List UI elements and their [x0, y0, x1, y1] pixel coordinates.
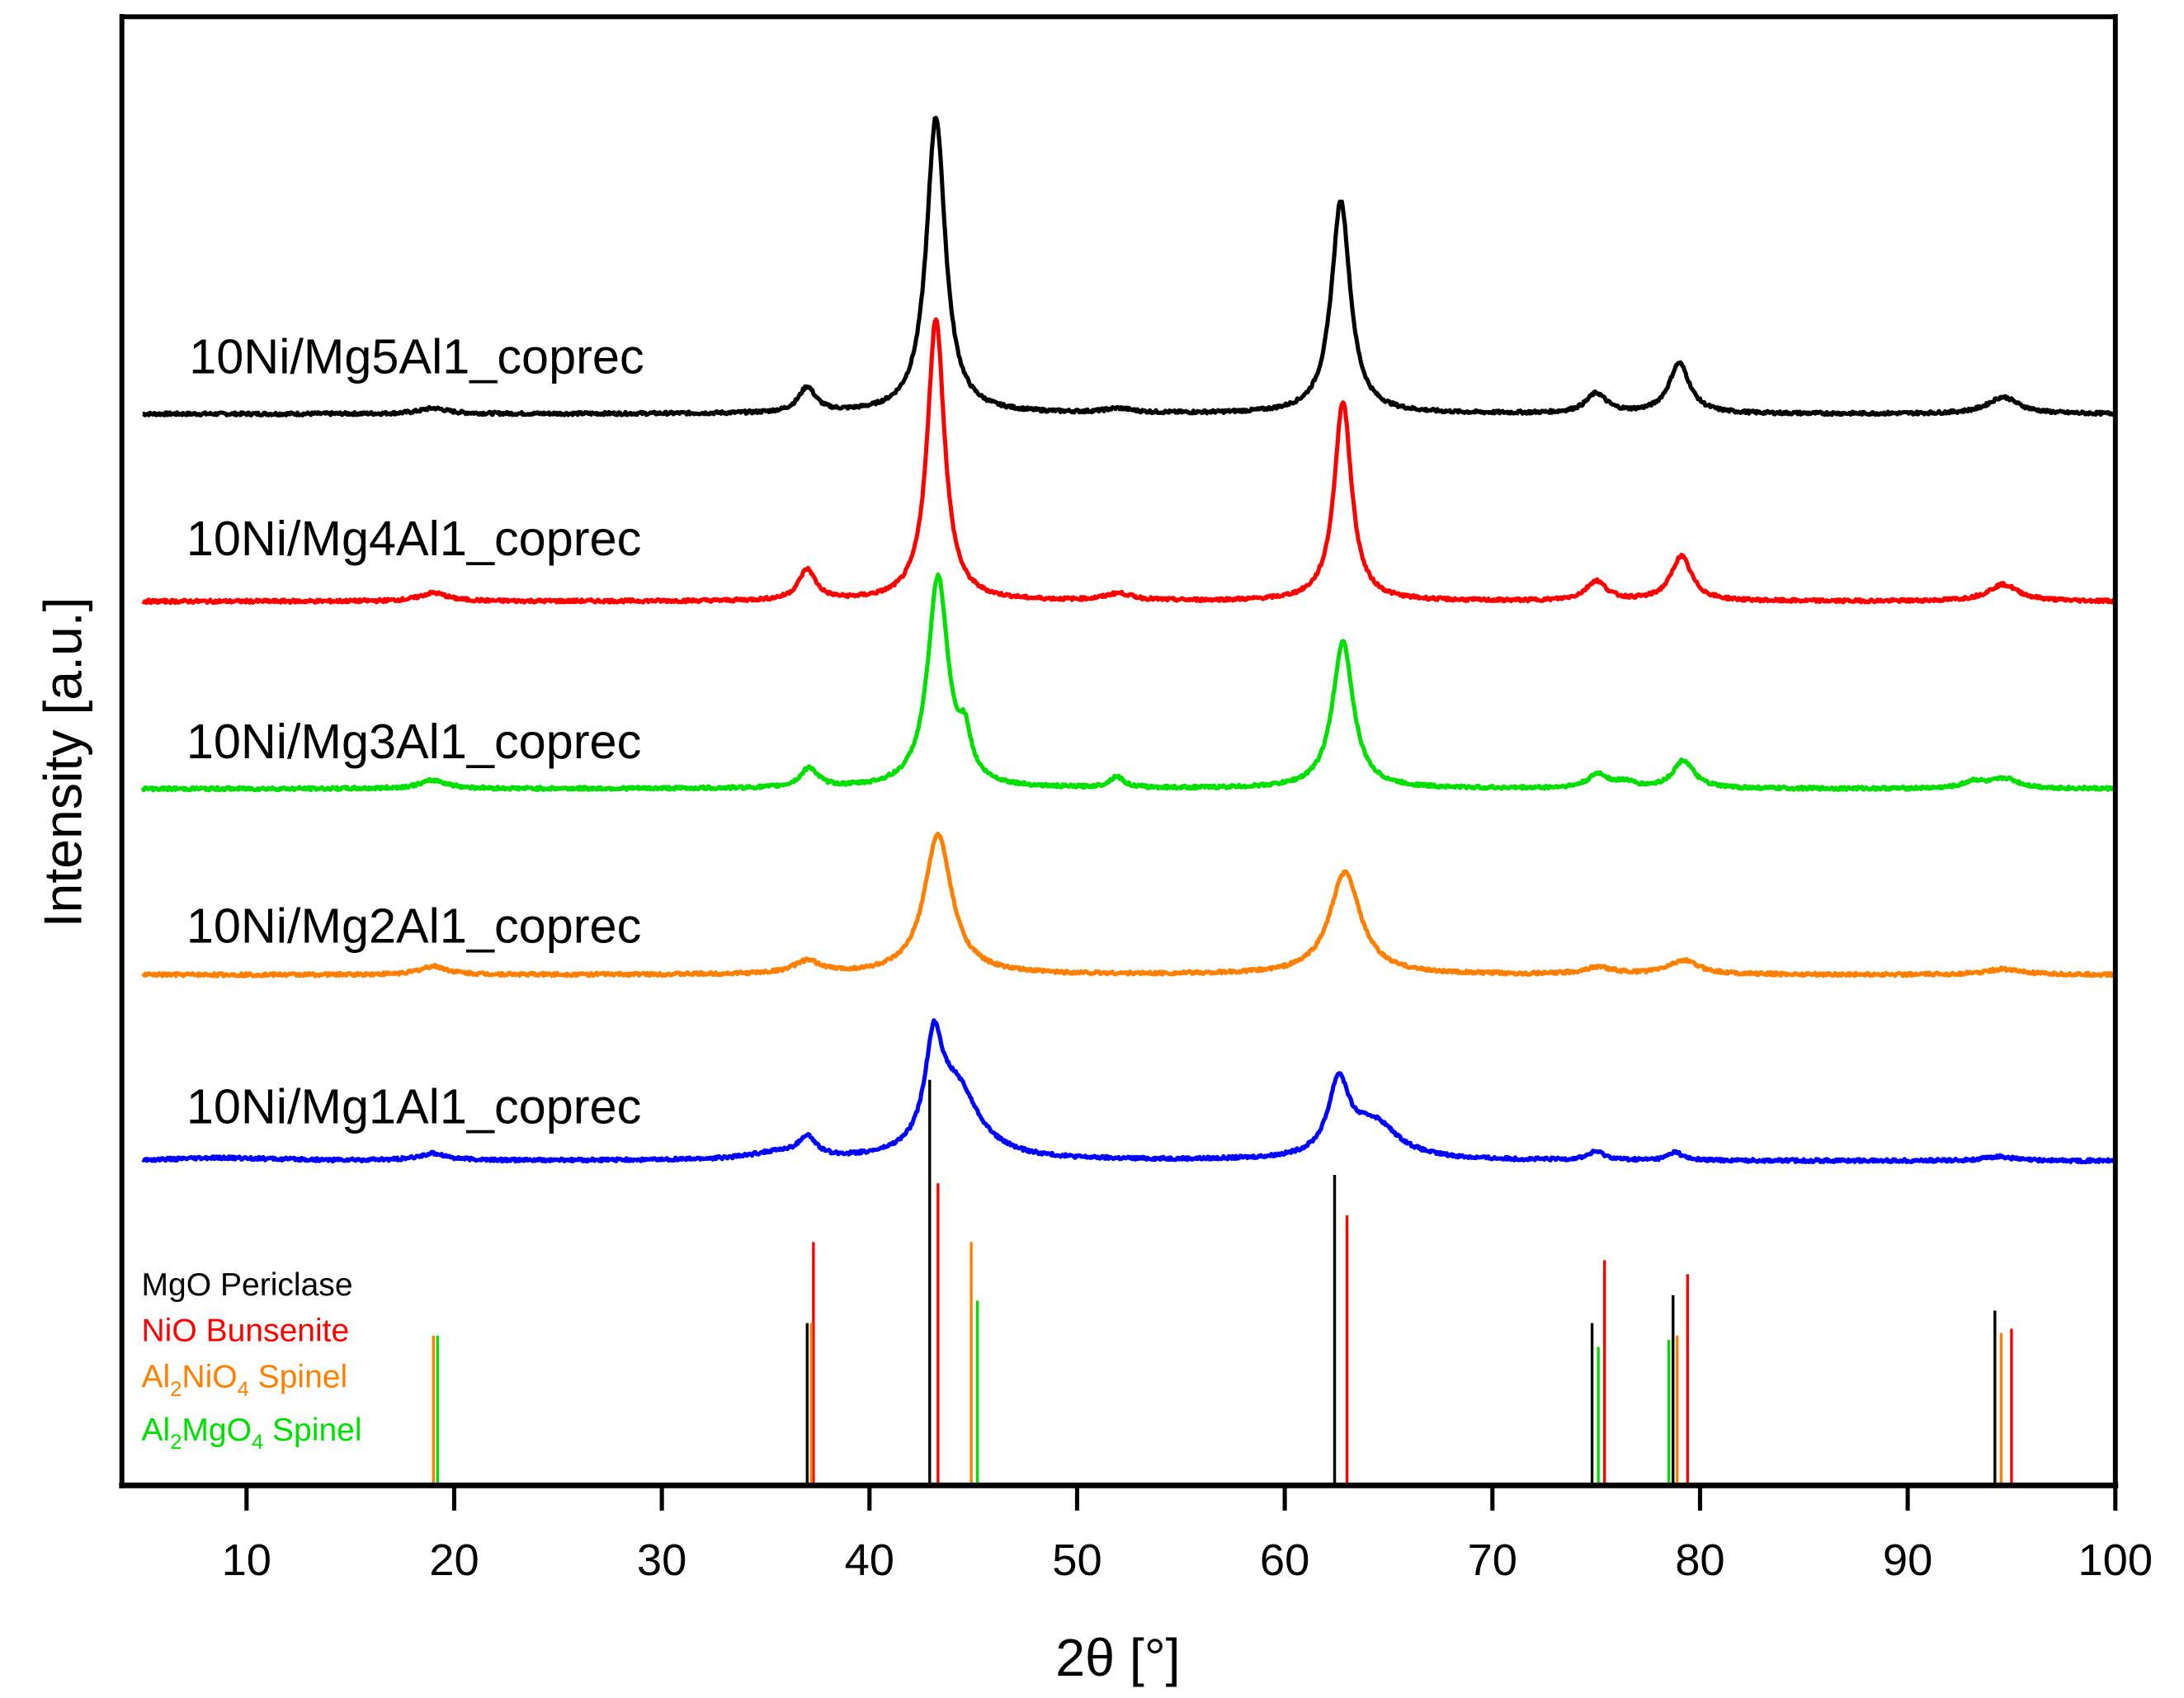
series-label-mg1al1: 10Ni/Mg1Al1_coprec [186, 1078, 641, 1134]
x-tick-label: 30 [637, 1535, 686, 1585]
series-label-mg5al1: 10Ni/Mg5Al1_coprec [189, 329, 644, 384]
reference-lines [432, 1079, 2013, 1486]
x-tick-label: 70 [1468, 1535, 1517, 1585]
trace-10ni-mg5al1-coprec [141, 116, 2117, 418]
x-tick-label: 80 [1675, 1535, 1724, 1585]
series-label-mg2al1: 10Ni/Mg2Al1_coprec [186, 899, 641, 954]
legend-nio-bunsenite: NiO Bunsenite [141, 1314, 349, 1349]
series-label-mg4al1: 10Ni/Mg4Al1_coprec [186, 511, 641, 566]
trace-10ni-mg2al1-coprec [141, 831, 2117, 979]
legend-al2nio4-spinel: Al2NiO4 Spinel [141, 1360, 347, 1401]
x-tick-label: 20 [429, 1535, 479, 1585]
trace-10ni-mg3al1-coprec [140, 572, 2116, 793]
x-tick-label: 90 [1883, 1535, 1932, 1585]
x-axis-ticks: 10 20 30 40 50 60 70 80 90 100 [222, 1485, 2153, 1585]
x-tick-label: 50 [1052, 1535, 1101, 1585]
series-label-mg3al1: 10Ni/Mg3Al1_coprec [186, 714, 641, 769]
x-tick-label: 60 [1260, 1535, 1309, 1585]
diffraction-traces [140, 116, 2117, 1165]
x-tick-label: 10 [222, 1535, 271, 1585]
x-axis-label: 2θ [°] [1055, 1628, 1180, 1687]
trace-10ni-mg1al1-coprec [141, 1018, 2116, 1165]
phase-legend: MgO Periclase NiO Bunsenite Al2NiO4 Spin… [141, 1267, 361, 1454]
x-tick-label: 100 [2078, 1535, 2153, 1585]
y-axis-label: Intensity [a.u.] [33, 597, 92, 927]
trace-10ni-mg4al1-coprec [141, 317, 2117, 606]
x-tick-label: 40 [845, 1535, 894, 1585]
legend-al2mgo4-spinel: Al2MgO4 Spinel [141, 1413, 361, 1454]
legend-mgo-periclase: MgO Periclase [141, 1267, 352, 1303]
